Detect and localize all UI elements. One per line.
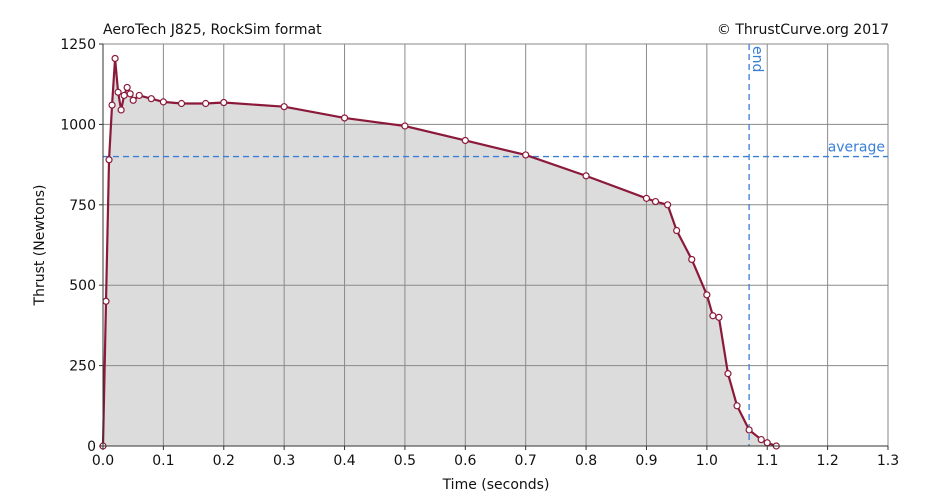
data-point [709,312,717,320]
y-tick-label: 0 [87,439,96,455]
data-point [280,103,288,111]
data-point [220,98,228,107]
data-point [111,54,119,63]
area-fill [103,58,777,447]
data-point [159,98,167,106]
data-point [117,106,125,114]
data-point [202,99,210,108]
series-layer [99,54,780,450]
x-tick-label: 0.0 [92,453,114,469]
x-tick-label: 0.7 [515,453,537,469]
x-tick-label: 0.9 [635,453,657,469]
reference-lines: average end [103,44,888,446]
x-tick-label: 0.6 [454,453,476,469]
chart-credit: © ThrustCurve.org 2017 [716,22,889,38]
x-tick-label: 1.0 [696,453,718,469]
average-label: average [828,140,885,156]
y-tick-label: 1000 [60,117,96,133]
x-tick-label: 1.3 [877,453,899,469]
data-point [108,101,116,109]
data-point [461,136,469,145]
x-tick-label: 0.4 [333,453,355,469]
data-point [688,255,696,264]
x-tick-label: 0.3 [273,453,295,469]
x-tick-label: 0.5 [394,453,416,469]
data-point [123,83,131,92]
y-tick-label: 750 [69,198,96,214]
data-point [763,439,771,447]
data-point [724,370,732,378]
axes: 0.0 0.1 0.2 0.3 0.4 0.5 0.6 0.7 0.8 0.9 1.0 1.1 1.2 1… [60,37,899,469]
x-tick-label: 0.1 [152,453,174,469]
data-point [114,88,122,96]
data-point [745,426,753,434]
data-point [126,90,134,98]
data-point [105,156,113,164]
data-point [401,122,409,130]
x-tick-label: 1.2 [816,453,838,469]
data-point [135,91,143,100]
data-point [703,291,711,299]
data-point [129,96,137,104]
data-point [522,151,530,159]
x-tick-label: 0.8 [575,453,597,469]
y-axis-label: Thrust (Newtons) [32,185,48,307]
data-point [582,172,590,180]
x-tick-label: 0.2 [213,453,235,469]
data-point [177,99,186,108]
x-axis-label: Time (seconds) [442,477,550,493]
y-tick-label: 500 [69,278,96,294]
data-point [340,114,349,122]
y-tick-label: 250 [69,359,96,375]
data-point [757,435,765,444]
data-point [102,297,110,305]
data-point [642,194,651,202]
x-tick-label: 1.1 [756,453,778,469]
data-point [147,95,155,103]
data-point [733,402,741,410]
y-tick-label: 1250 [60,37,96,53]
chart-title: AeroTech J825, RockSim format [103,22,322,38]
end-label: end [749,46,765,72]
data-point [663,201,672,209]
thrust-area [103,58,777,447]
data-point [651,197,660,206]
data-point [715,313,723,321]
data-point [120,91,128,100]
data-point [673,226,681,235]
